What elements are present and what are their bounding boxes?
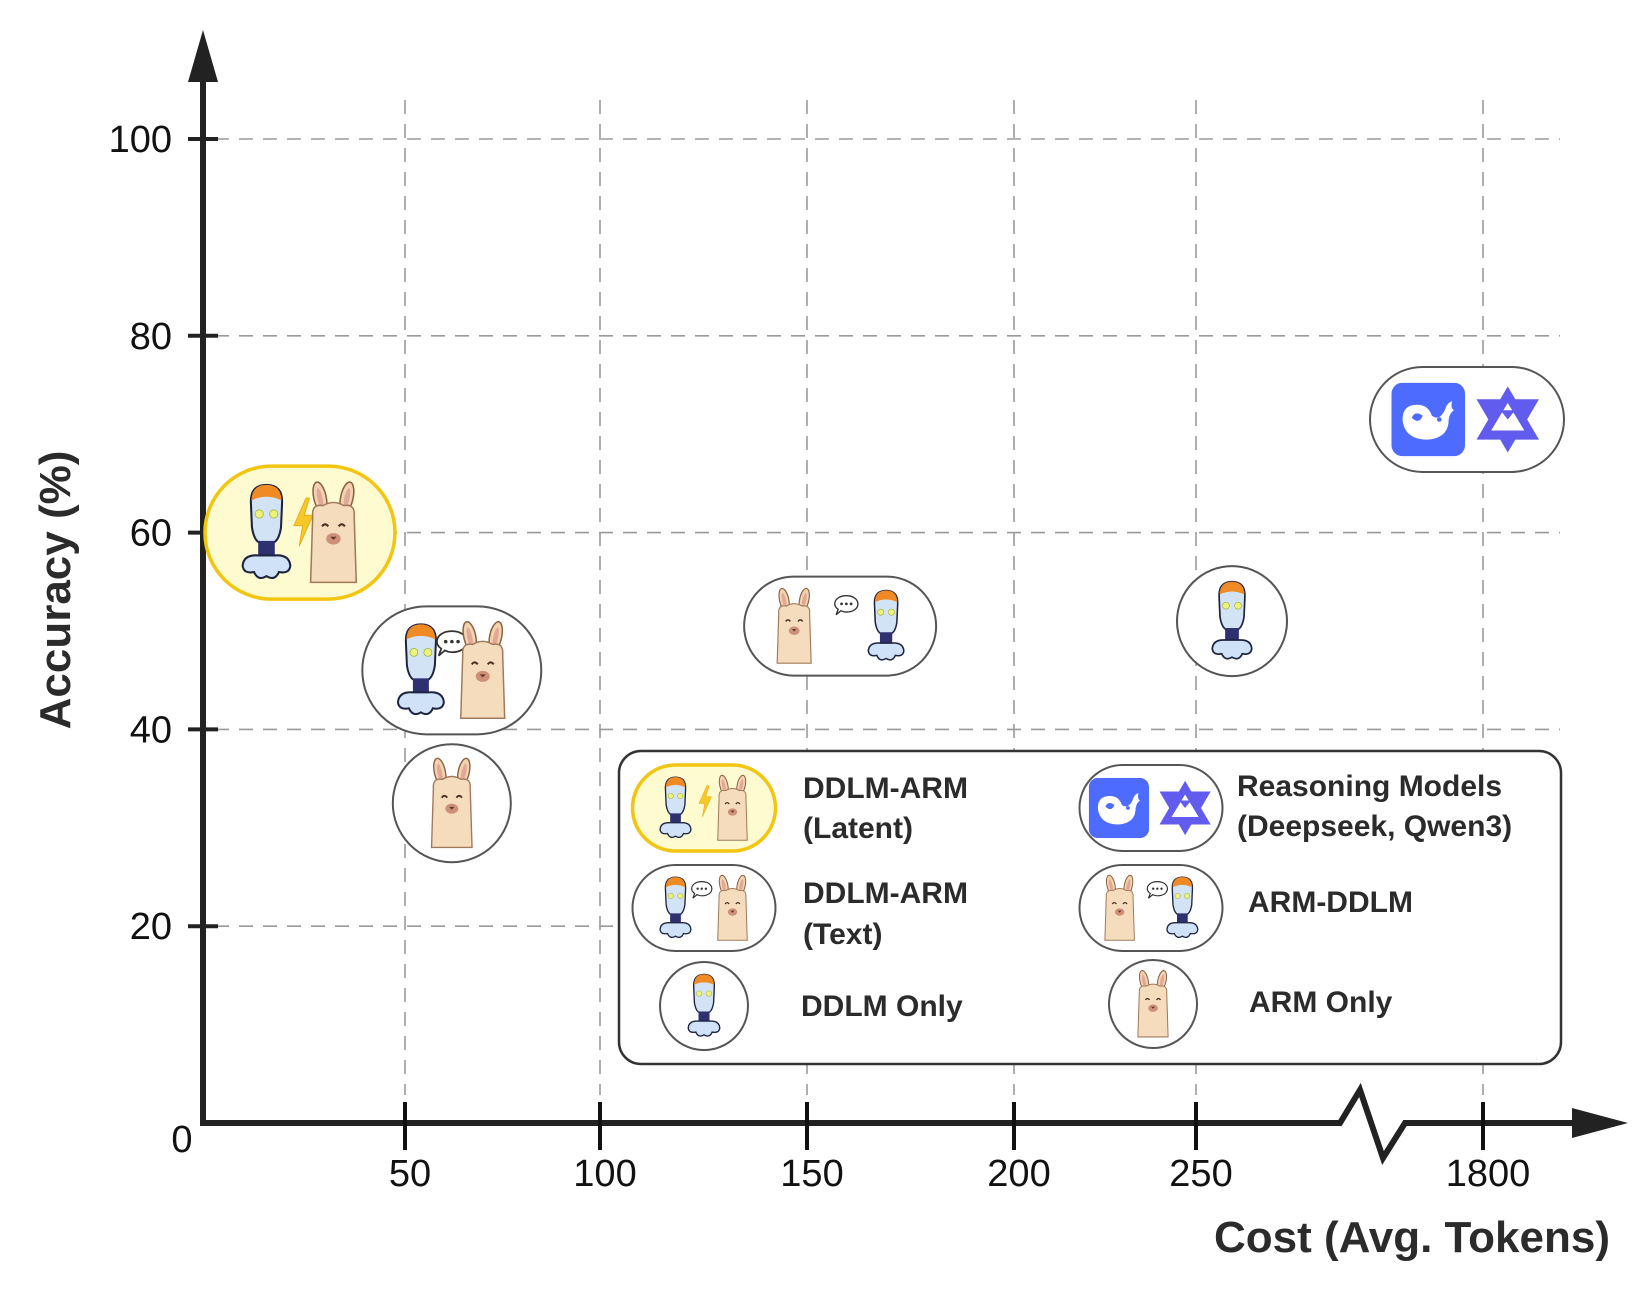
x-tick-label: 150 <box>780 1153 843 1195</box>
y-axis-title: Accuracy (%) <box>31 451 80 730</box>
legend-label: ARM Only <box>1249 986 1393 1019</box>
badge-outline <box>1078 864 1224 952</box>
y-tick-label: 20 <box>130 906 172 948</box>
data-point-reasoning <box>1369 365 1565 473</box>
legend-label: DDLM-ARM <box>803 877 968 910</box>
x-tick-label: 200 <box>987 1153 1050 1195</box>
y-tick-label: 100 <box>109 119 172 161</box>
data-point-ddlm <box>1176 565 1288 678</box>
legend-item-latent: DDLM-ARM (Latent) <box>630 763 968 853</box>
x-tick-label: 0 <box>171 1119 192 1161</box>
legend-swatch <box>1108 959 1198 1049</box>
x-tick-label: 100 <box>573 1153 636 1195</box>
legend-item-text: DDLM-ARM (Text) <box>631 864 968 952</box>
x-axis-arrow <box>1572 1108 1628 1138</box>
data-points <box>203 365 1565 864</box>
data-point-text <box>361 605 543 736</box>
x-axis-title: Cost (Avg. Tokens) <box>1214 1213 1610 1262</box>
legend-swatch <box>659 961 749 1051</box>
x-axis <box>200 1082 1580 1165</box>
legend-label: DDLM-ARM <box>803 772 968 805</box>
legend-label: ARM-DDLM <box>1248 886 1413 919</box>
legend-swatch <box>1078 864 1224 952</box>
legend-item-armddlm: ARM-DDLM <box>1078 864 1413 952</box>
legend-swatch <box>631 864 777 952</box>
legend: DDLM-ARM (Latent) Reasoning Models (Deepsee… <box>617 749 1563 1066</box>
y-tick-label: 60 <box>130 513 172 555</box>
deepseek-logo-icon <box>1391 382 1465 457</box>
badge-outline <box>361 605 543 736</box>
legend-label: (Text) <box>803 918 882 951</box>
data-point-arm <box>391 743 512 864</box>
legend-item-ddlm: DDLM Only <box>659 961 963 1051</box>
legend-item-arm: ARM Only <box>1108 959 1393 1049</box>
y-tick-label: 80 <box>130 316 172 358</box>
badge-outline <box>631 864 777 952</box>
legend-label: Reasoning Models <box>1237 770 1502 803</box>
data-point-armddlm <box>743 575 938 677</box>
legend-swatch <box>1078 764 1224 852</box>
x-tick-label: 250 <box>1169 1153 1232 1195</box>
legend-swatch <box>630 763 778 853</box>
legend-label: DDLM Only <box>801 990 963 1023</box>
legend-item-reasoning: Reasoning Models (Deepseek, Qwen3) <box>1078 764 1512 852</box>
y-tick-label: 40 <box>130 709 172 751</box>
legend-label: (Latent) <box>803 812 913 845</box>
x-tick-label: 1800 <box>1446 1153 1531 1195</box>
badge-outline <box>203 464 397 601</box>
axes <box>188 30 1628 1165</box>
data-point-latent <box>203 464 397 601</box>
y-axis-arrow <box>188 30 218 82</box>
deepseek-logo-icon <box>1088 777 1149 839</box>
legend-label: (Deepseek, Qwen3) <box>1237 810 1512 843</box>
x-tick-label: 50 <box>389 1153 431 1195</box>
badge-outline <box>743 575 938 677</box>
